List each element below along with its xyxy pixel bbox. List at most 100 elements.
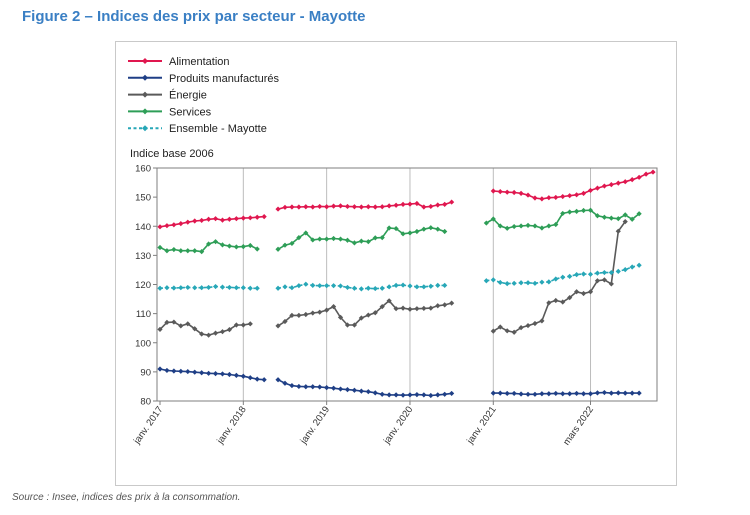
- data-point: [553, 390, 559, 397]
- data-point: [386, 225, 392, 231]
- data-point: [358, 204, 364, 210]
- data-point: [351, 204, 358, 210]
- data-point: [178, 368, 184, 374]
- series-line: [493, 171, 654, 200]
- data-point: [219, 284, 226, 290]
- data-point: [386, 298, 392, 304]
- data-point: [282, 242, 288, 248]
- data-point: [414, 200, 420, 207]
- data-point: [171, 285, 177, 291]
- data-point: [497, 188, 503, 195]
- data-point: [532, 391, 538, 397]
- series-line: [277, 201, 452, 210]
- data-point: [553, 221, 559, 228]
- data-point: [483, 220, 489, 226]
- data-point: [386, 203, 392, 209]
- data-point: [337, 236, 344, 242]
- data-point: [219, 371, 226, 377]
- data-point: [428, 283, 434, 289]
- data-point: [636, 390, 642, 396]
- data-point: [233, 372, 239, 378]
- data-point: [310, 204, 316, 210]
- series-alimentation: [157, 169, 656, 230]
- data-point: [296, 383, 302, 390]
- data-point: [365, 204, 371, 210]
- data-point: [497, 390, 503, 396]
- data-point: [247, 375, 253, 381]
- data-point: [442, 228, 448, 235]
- data-point: [504, 390, 510, 397]
- data-point: [379, 391, 385, 397]
- data-point: [365, 389, 371, 395]
- data-point: [254, 246, 260, 252]
- data-point: [574, 208, 580, 214]
- data-point: [254, 285, 260, 291]
- series-line: [277, 226, 445, 250]
- data-point: [185, 321, 191, 327]
- data-point: [483, 278, 489, 284]
- data-point: [449, 390, 455, 397]
- data-point: [643, 171, 649, 177]
- x-axis-ticks: janv. 2017 janv. 2018 janv. 2019 janv. 2020…: [131, 401, 596, 447]
- line-chart: Alimentation Produits manufacturés Énergie…: [128, 56, 658, 447]
- data-point: [372, 310, 378, 316]
- data-point: [233, 216, 239, 222]
- data-point: [386, 392, 392, 398]
- data-point: [233, 244, 239, 250]
- x-tick-label: janv. 2018: [214, 404, 248, 446]
- data-point: [254, 214, 260, 220]
- data-point: [608, 390, 614, 396]
- legend-marker: [142, 58, 148, 64]
- data-point: [525, 222, 531, 228]
- data-point: [337, 203, 344, 209]
- data-point: [532, 195, 538, 201]
- data-point: [574, 390, 580, 397]
- legend-marker: [142, 108, 148, 115]
- data-point: [532, 320, 538, 327]
- data-point: [379, 235, 385, 241]
- data-point: [303, 281, 309, 287]
- data-point: [587, 207, 594, 213]
- data-point: [324, 236, 330, 242]
- data-point: [303, 204, 309, 210]
- data-point: [372, 204, 378, 210]
- data-point: [178, 248, 184, 254]
- data-point: [421, 226, 427, 232]
- x-tick-label: janv. 2019: [298, 404, 332, 446]
- data-point: [518, 223, 524, 229]
- data-point: [324, 385, 330, 391]
- data-point: [393, 202, 399, 208]
- data-point: [518, 190, 524, 196]
- data-point: [587, 391, 594, 397]
- data-point: [344, 387, 351, 393]
- data-point: [580, 391, 587, 397]
- data-point: [317, 309, 323, 315]
- data-point: [615, 390, 621, 396]
- data-point: [226, 243, 233, 249]
- data-point: [414, 391, 420, 398]
- series-line: [277, 299, 452, 327]
- data-point: [400, 392, 406, 398]
- data-point: [594, 270, 601, 276]
- data-point: [226, 327, 233, 333]
- data-point: [164, 319, 170, 325]
- data-point: [553, 297, 559, 304]
- data-point: [372, 285, 378, 292]
- data-point: [310, 310, 316, 316]
- data-point: [212, 283, 219, 290]
- series-produits-manufactur-s: [157, 366, 642, 399]
- data-point: [393, 306, 399, 312]
- data-point: [240, 215, 246, 221]
- data-point: [157, 244, 163, 251]
- data-point: [525, 192, 531, 198]
- data-point: [608, 215, 614, 221]
- figure-title: Figure 2 – Indices des prix par secteur …: [22, 8, 366, 25]
- data-point: [206, 216, 212, 222]
- data-point: [587, 187, 594, 194]
- data-point: [504, 281, 510, 287]
- data-point: [379, 304, 385, 310]
- data-point: [226, 284, 233, 291]
- data-point: [442, 302, 448, 308]
- chart-legend: Alimentation Produits manufacturés Énergie…: [128, 56, 280, 135]
- data-point: [303, 311, 309, 318]
